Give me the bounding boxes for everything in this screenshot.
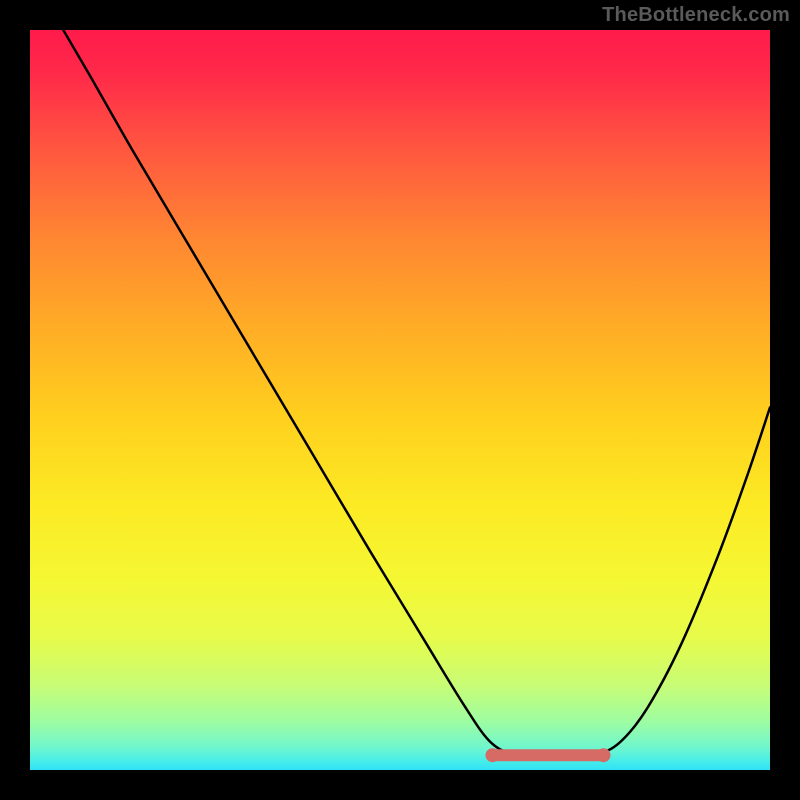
plot-area <box>30 30 770 770</box>
watermark-text: TheBottleneck.com <box>602 4 790 27</box>
gradient-chart-svg <box>30 30 770 770</box>
gradient-background <box>30 30 770 770</box>
trough-dot-right <box>597 748 611 762</box>
chart-frame: TheBottleneck.com <box>0 0 800 800</box>
trough-marker <box>486 748 611 762</box>
trough-dot-left <box>486 748 500 762</box>
